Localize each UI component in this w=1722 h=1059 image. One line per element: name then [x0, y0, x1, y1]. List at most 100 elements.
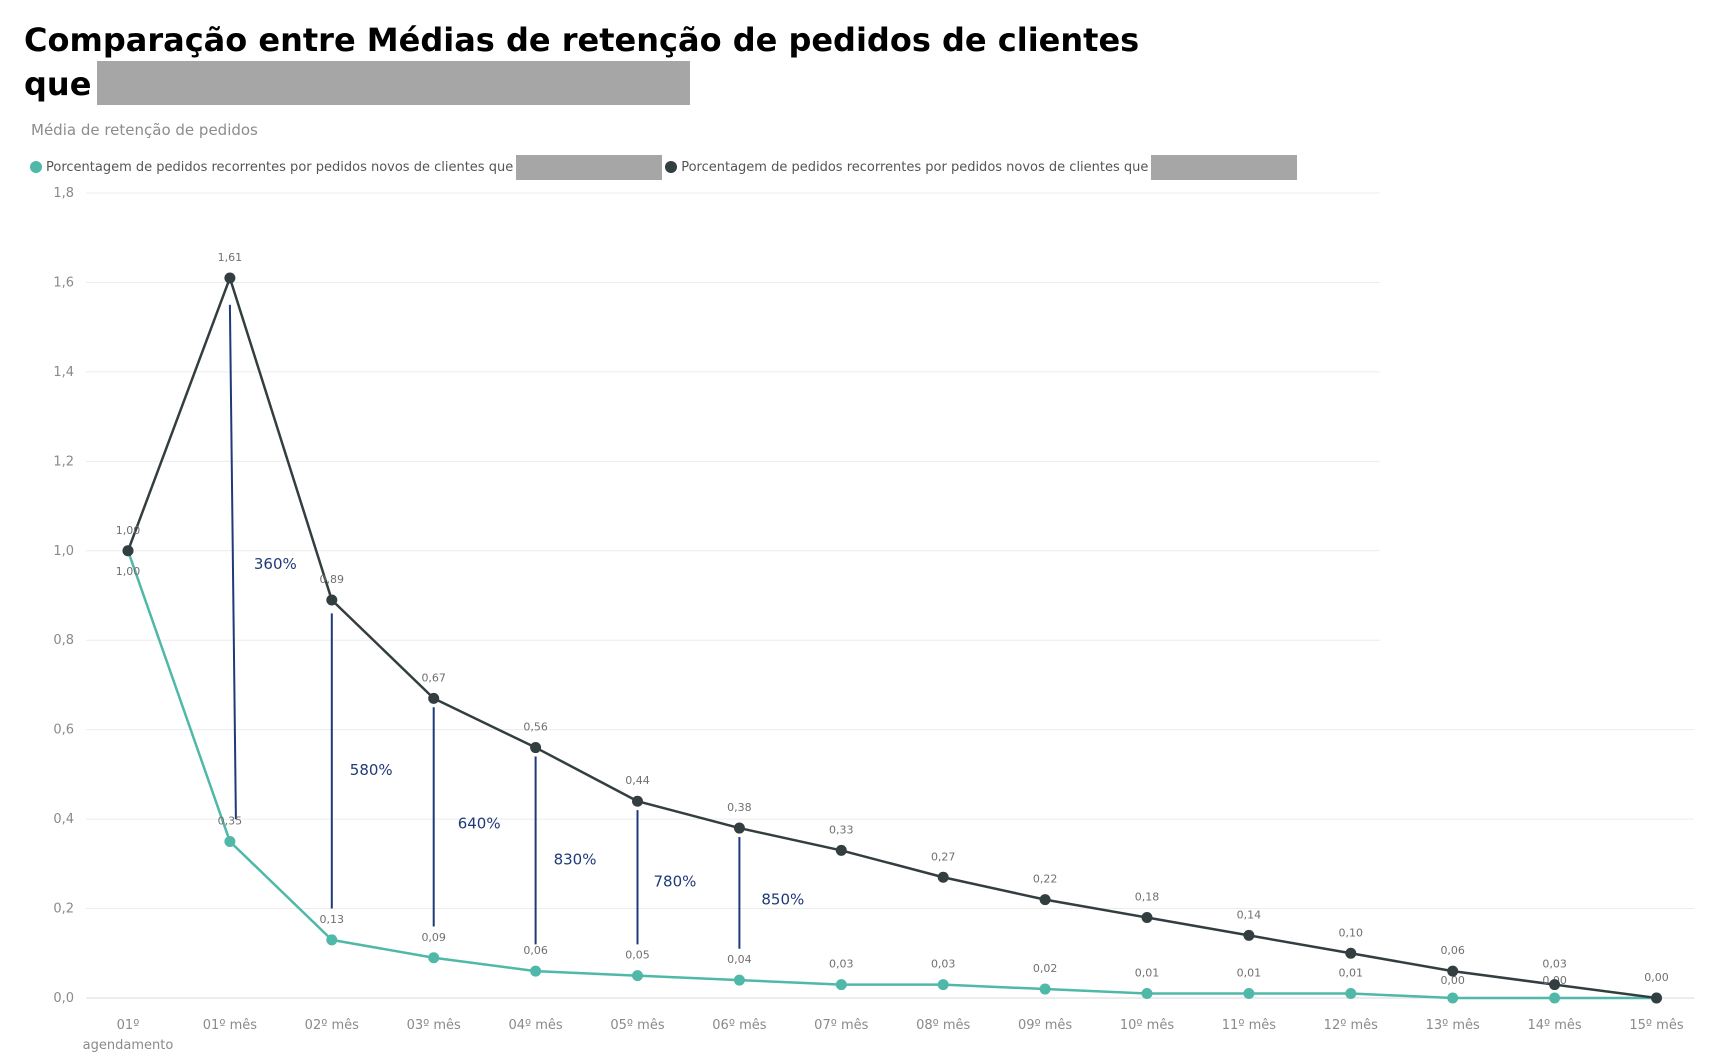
- series-2-point: [326, 594, 338, 606]
- data-label: 0,01: [1135, 967, 1160, 980]
- y-tick-label: 1,2: [53, 454, 74, 469]
- series-1-point: [428, 952, 440, 964]
- difference-percentage-label: 640%: [458, 815, 501, 833]
- series-1-point: [1141, 988, 1153, 1000]
- legend-item-series-2[interactable]: Porcentagem de pedidos recorrentes por p…: [665, 154, 1298, 180]
- legend-item-series-1[interactable]: Porcentagem de pedidos recorrentes por p…: [30, 154, 663, 180]
- data-label: 0,22: [1033, 873, 1058, 886]
- data-label: 0,06: [1440, 944, 1465, 957]
- chart-legend: Porcentagem de pedidos recorrentes por p…: [30, 154, 1298, 180]
- x-tick-label: 10º mês: [1120, 1018, 1174, 1033]
- data-label: 0,27: [931, 850, 956, 863]
- data-label: 0,56: [523, 721, 548, 734]
- x-tick-label: 02º mês: [305, 1018, 359, 1033]
- data-label: 1,00: [116, 524, 141, 537]
- y-tick-label: 0,2: [53, 902, 74, 917]
- x-tick-label: 15º mês: [1629, 1018, 1683, 1033]
- y-tick-label: 0,8: [53, 633, 74, 648]
- series-2-point: [1039, 894, 1051, 906]
- series-1-point: [733, 974, 745, 986]
- difference-percentage-label: 780%: [654, 873, 697, 891]
- data-label: 0,33: [829, 823, 854, 836]
- x-tick-label: 08º mês: [916, 1018, 970, 1033]
- series-2-point: [835, 844, 847, 856]
- series-1-point: [937, 979, 949, 991]
- series-2-point: [632, 795, 643, 807]
- chart-title-line2-text: que: [24, 65, 92, 103]
- y-tick-label: 0,0: [53, 991, 74, 1006]
- data-label: 0,14: [1237, 908, 1262, 921]
- x-tick-label: 04º mês: [508, 1018, 562, 1033]
- data-label: 0,02: [1033, 962, 1058, 975]
- chart-title-line2: que: [24, 61, 1139, 108]
- data-label: 1,61: [218, 251, 243, 264]
- series-2-point: [1243, 929, 1255, 941]
- data-label: 0,35: [218, 814, 243, 827]
- series-2-point: [428, 692, 440, 704]
- series-2-point: [1651, 992, 1662, 1004]
- series-2-point: [733, 822, 745, 834]
- difference-percentage-label: 830%: [554, 850, 597, 868]
- legend-redacted-1: [516, 154, 663, 180]
- series-1-point: [1447, 992, 1459, 1004]
- data-label: 0,00: [1644, 971, 1669, 984]
- chart-title: Comparação entre Médias de retenção de p…: [24, 18, 1139, 108]
- legend-dot-series-1: [30, 161, 42, 173]
- redacted-block: [97, 61, 691, 105]
- x-tick-label: 09º mês: [1018, 1018, 1072, 1033]
- series-1-point: [1243, 988, 1255, 1000]
- difference-percentage-label: 360%: [254, 555, 297, 573]
- series-1-point: [224, 835, 236, 847]
- series-2-point: [1345, 947, 1357, 959]
- x-tick-label: 01º: [117, 1018, 140, 1033]
- y-tick-label: 1,6: [53, 275, 74, 290]
- series-2-point: [1549, 979, 1561, 991]
- series-2-point: [224, 272, 236, 284]
- x-tick-label: 12º mês: [1324, 1018, 1378, 1033]
- x-tick-label: 03º mês: [407, 1018, 461, 1033]
- series-1-point: [1345, 988, 1357, 1000]
- x-tick-label: 14º mês: [1527, 1018, 1581, 1033]
- difference-percentage-label: 850%: [761, 891, 804, 909]
- series-2-point: [122, 545, 134, 557]
- data-label: 0,05: [625, 949, 650, 962]
- data-label: 0,44: [625, 774, 650, 787]
- x-tick-label: 01º mês: [203, 1018, 257, 1033]
- series-1-point: [835, 979, 847, 991]
- y-tick-label: 1,8: [53, 186, 74, 201]
- series-1-point: [1039, 983, 1051, 995]
- chart-title-line1: Comparação entre Médias de retenção de p…: [24, 21, 1140, 59]
- y-tick-label: 1,4: [53, 365, 74, 380]
- data-label: 0,03: [829, 958, 854, 971]
- x-tick-label: agendamento: [83, 1038, 174, 1053]
- series-1-point: [632, 970, 643, 982]
- x-tick-label: 11º mês: [1222, 1018, 1276, 1033]
- data-label: 0,00: [1440, 974, 1465, 987]
- data-label: 0,89: [320, 573, 345, 586]
- difference-percentage-label: 580%: [350, 761, 393, 779]
- x-tick-label: 13º mês: [1426, 1018, 1480, 1033]
- data-label: 0,09: [421, 931, 446, 944]
- x-tick-label: 05º mês: [610, 1018, 664, 1033]
- data-label: 0,03: [1542, 958, 1567, 971]
- data-label: 1,00: [116, 565, 141, 578]
- x-tick-label: 06º mês: [712, 1018, 766, 1033]
- data-label: 0,13: [320, 913, 345, 926]
- series-line-2: [126, 276, 1657, 1000]
- series-2-point: [937, 871, 949, 883]
- data-label: 0,10: [1339, 926, 1364, 939]
- data-label: 0,04: [727, 953, 752, 966]
- data-label: 0,01: [1237, 967, 1262, 980]
- legend-redacted-2: [1151, 154, 1298, 180]
- y-tick-label: 0,4: [53, 812, 74, 827]
- y-tick-label: 1,0: [53, 544, 74, 559]
- data-label: 0,01: [1339, 967, 1364, 980]
- chart-subtitle: Média de retenção de pedidos: [31, 121, 258, 139]
- legend-dot-series-2: [665, 161, 678, 173]
- legend-label-series-2: Porcentagem de pedidos recorrentes por p…: [681, 159, 1149, 175]
- series-2-point: [1447, 965, 1459, 977]
- data-label: 0,06: [523, 944, 548, 957]
- data-label: 0,67: [421, 671, 446, 684]
- x-tick-label: 07º mês: [814, 1018, 868, 1033]
